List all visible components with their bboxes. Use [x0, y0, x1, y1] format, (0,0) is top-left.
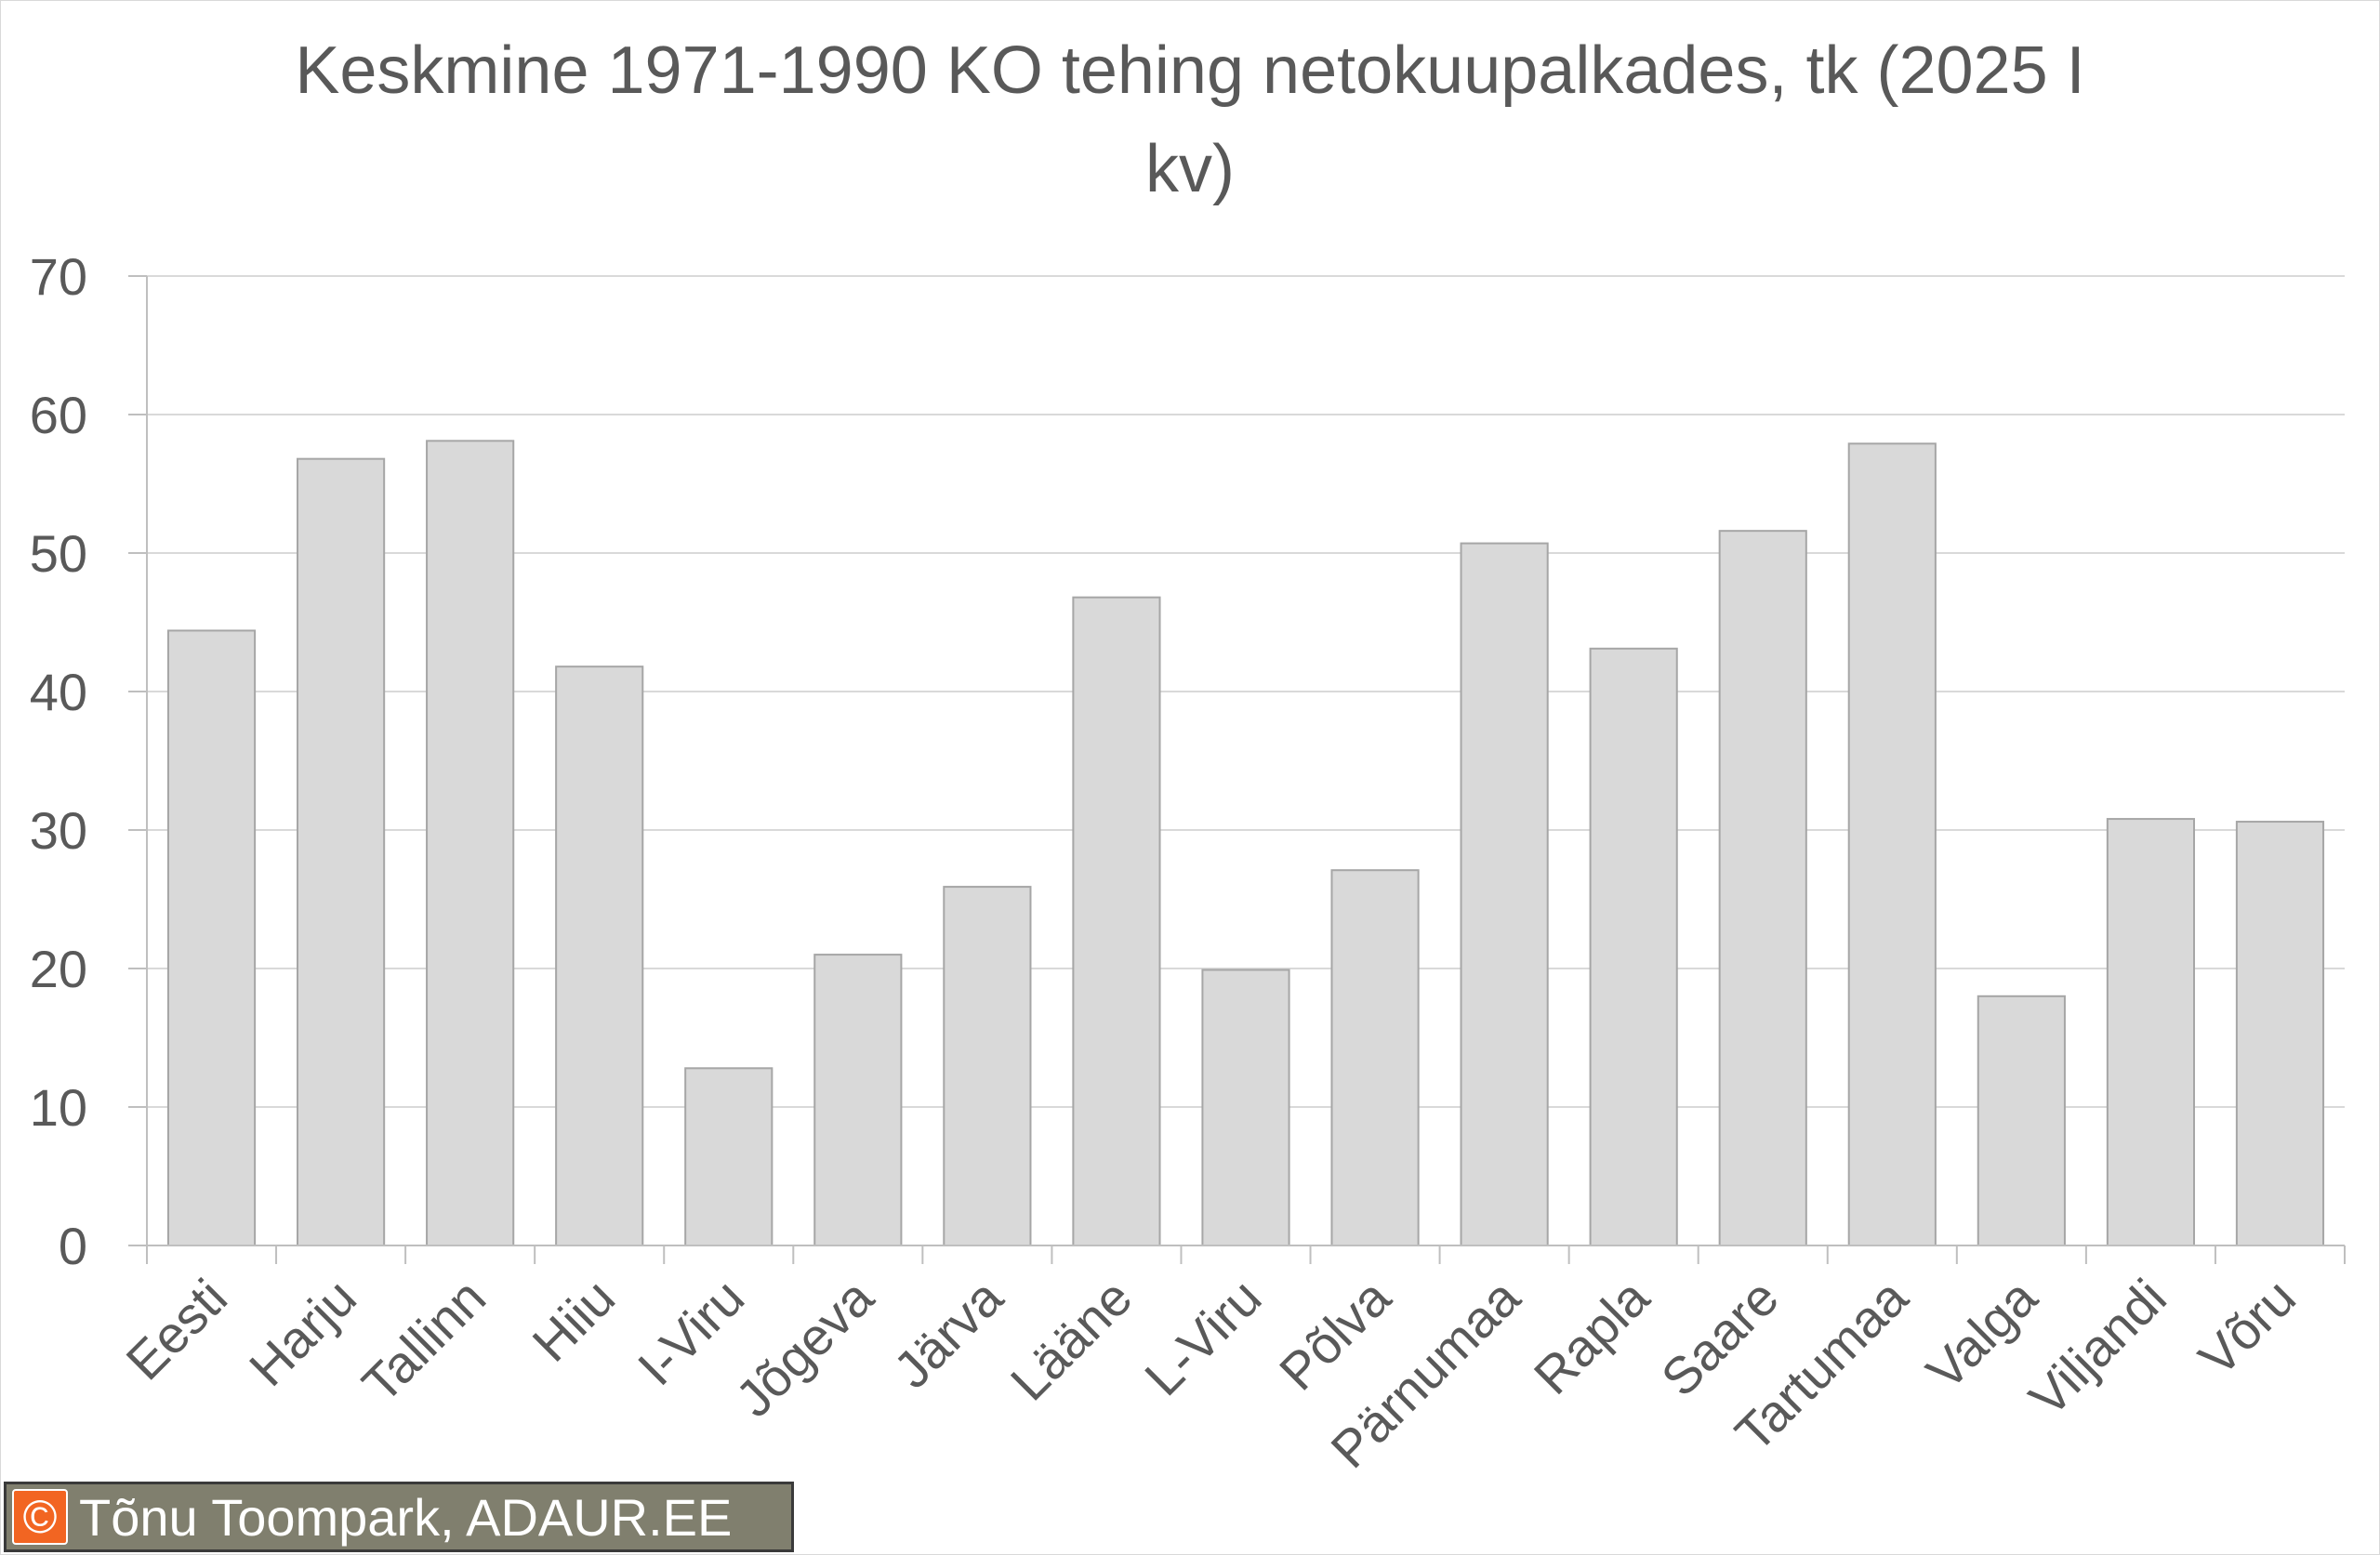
bar-põlva [1330, 869, 1420, 1247]
x-tick-label: Harju [238, 1268, 367, 1397]
copyright-text: Tõnu Toompark, ADAUR.EE [79, 1487, 733, 1547]
x-tick-label: Järva [882, 1267, 1014, 1399]
bar-hiiu [555, 665, 644, 1246]
y-tick-label: 70 [30, 247, 87, 306]
bar-võru [2235, 821, 2325, 1246]
bar-tartumaa [1847, 442, 1937, 1247]
copyright-icon: © [12, 1489, 68, 1545]
chart-title-line-1: Keskmine 1971-1990 KO tehing netokuupalk… [295, 33, 2084, 108]
x-tick-label: Võru [2188, 1268, 2307, 1387]
bar-tallinn [426, 440, 515, 1246]
y-tick-label: 60 [30, 386, 87, 444]
bar-viljandi [2106, 818, 2195, 1247]
y-tick-label: 10 [30, 1078, 87, 1137]
x-tick-label: Hiiu [521, 1268, 626, 1373]
y-tick-label: 20 [30, 940, 87, 998]
bars [166, 440, 2325, 1247]
chart-title-line-2: kv) [1145, 132, 1235, 206]
x-tick-label: Jõgeva [724, 1267, 885, 1428]
y-tick-label: 50 [30, 524, 87, 583]
bar-eesti [166, 629, 257, 1246]
y-tick-label: 40 [30, 663, 87, 721]
bar-pärnumaa [1460, 542, 1549, 1246]
bar-l-viru [1201, 969, 1290, 1246]
bar-saare [1718, 530, 1807, 1246]
y-tick-label: 30 [30, 801, 87, 860]
bar-jõgeva [813, 954, 903, 1246]
x-tick-label: L-Viru [1133, 1268, 1272, 1406]
bar-i-viru [684, 1067, 774, 1247]
x-tick-label: Tallinn [350, 1268, 496, 1414]
copyright-badge: © Tõnu Toompark, ADAUR.EE [4, 1482, 794, 1552]
y-axis: 0 10 20 30 40 50 60 70 [30, 247, 148, 1275]
bar-lääne [1072, 596, 1161, 1246]
bar-järva [943, 886, 1032, 1247]
bar-rapla [1589, 647, 1678, 1246]
x-tick-label: Eesti [114, 1268, 238, 1391]
bar-harju [297, 457, 386, 1246]
x-tick-label: Viljandi [2017, 1268, 2177, 1428]
x-tick-label: Rapla [1523, 1267, 1661, 1405]
chart-title: Keskmine 1971-1990 KO tehing netokuupalk… [295, 33, 2084, 206]
x-tick-label: Lääne [999, 1268, 1144, 1412]
bar-valga [1977, 995, 2066, 1247]
y-tick-label: 0 [59, 1217, 87, 1275]
